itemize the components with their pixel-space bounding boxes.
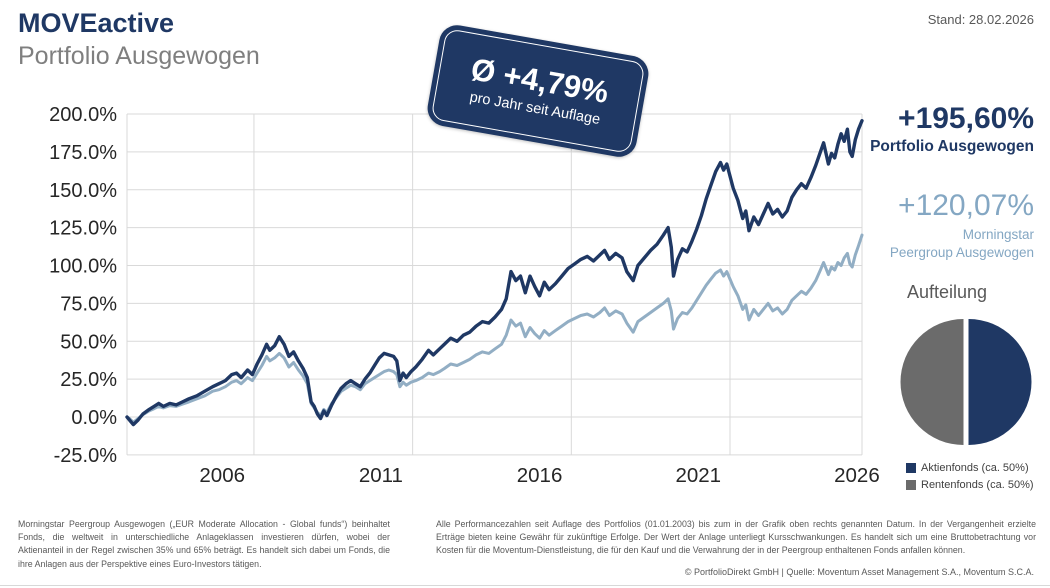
copyright-line: © PortfolioDirekt GmbH | Quelle: Moventu… (684, 567, 1034, 577)
x-axis-tick-label: 2011 (359, 464, 403, 487)
x-axis-tick-label: 2016 (517, 464, 563, 487)
x-axis-tick-label: 2021 (675, 464, 721, 487)
x-axis-tick-label: 2026 (834, 464, 880, 487)
performance-chart: 200.0% 175.0% 150.0% 125.0% 100.0% 75.0% 50.0%… (49, 104, 880, 487)
legend-label: Aktienfonds (ca. 50%) (921, 461, 1029, 474)
y-axis-tick-label: 75.0% (60, 293, 117, 315)
series-line-portfolio-ausgewogen (125, 118, 864, 427)
footnote-disclaimer: Alle Performancezahlen seit Auflage des … (436, 519, 1036, 556)
brand-title: MOVEactive (18, 8, 175, 38)
x-axis-tick-label: 2006 (199, 464, 245, 487)
y-axis-tick-label: 50.0% (60, 331, 117, 353)
pie-slice-rentenfonds (900, 319, 964, 445)
peergroup-label-line1: Morningstar (962, 227, 1034, 242)
y-axis-tick-label: 0.0% (71, 407, 117, 429)
pie-slice-aktienfonds (968, 319, 1032, 445)
legend-swatch (906, 479, 916, 490)
bottom-divider (0, 585, 1050, 586)
portfolio-performance-value: +195,60% (898, 102, 1034, 135)
allocation-pie-chart (900, 319, 1032, 445)
peergroup-performance-stat: +120,07% Morningstar Peergroup Ausgewoge… (890, 189, 1034, 262)
y-axis-tick-label: -25.0% (54, 445, 118, 467)
allocation-title: Aufteilung (907, 282, 988, 302)
legend-item: Aktienfonds (ca. 50%) (906, 459, 1034, 476)
peergroup-performance-value: +120,07% (898, 189, 1034, 222)
series-line-morningstar-peergroup-ausgewogen (125, 233, 864, 424)
y-axis-tick-label: 150.0% (49, 180, 117, 202)
legend-swatch (906, 462, 916, 473)
legend-label: Rentenfonds (ca. 50%) (921, 478, 1034, 491)
allocation-legend: Aktienfonds (ca. 50%) Rentenfonds (ca. 50… (906, 459, 1034, 493)
footnote-peergroup-definition: Morningstar Peergroup Ausgewogen („EUR M… (18, 519, 390, 569)
legend-item: Rentenfonds (ca. 50%) (906, 476, 1034, 493)
portfolio-performance-stat: +195,60% Portfolio Ausgewogen (870, 102, 1034, 156)
y-axis-tick-label: 100.0% (49, 256, 117, 278)
portfolio-performance-label: Portfolio Ausgewogen (870, 138, 1034, 155)
page-title: Portfolio Ausgewogen (18, 42, 260, 70)
y-axis-tick-label: 125.0% (49, 218, 117, 240)
y-axis-tick-label: 175.0% (49, 142, 117, 164)
y-axis-tick-label: 200.0% (49, 104, 117, 126)
y-axis-tick-label: 25.0% (60, 369, 117, 391)
peergroup-performance-label: Morningstar Peergroup Ausgewogen (890, 226, 1034, 262)
as-of-date: Stand: 28.02.2026 (927, 12, 1034, 27)
peergroup-label-line2: Peergroup Ausgewogen (889, 245, 1034, 261)
